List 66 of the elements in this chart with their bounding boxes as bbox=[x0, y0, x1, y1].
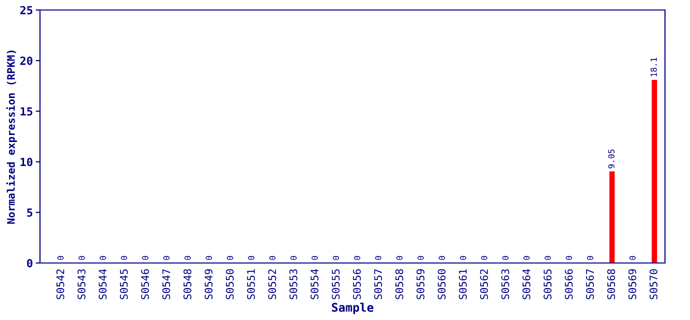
data-label: 0 bbox=[396, 256, 403, 260]
x-tick-label: S0560 bbox=[438, 269, 446, 300]
data-label: 0 bbox=[523, 256, 530, 260]
y-axis-title: Normalized expression (RPKM) bbox=[6, 50, 17, 224]
data-label: 9.05 bbox=[608, 149, 614, 168]
data-label: 0 bbox=[417, 256, 424, 260]
data-label: 0 bbox=[312, 256, 318, 260]
y-tick-label: 15 bbox=[20, 107, 32, 116]
x-tick-label: S0543 bbox=[78, 269, 86, 300]
data-label: 0 bbox=[566, 256, 572, 260]
data-label: 0 bbox=[120, 256, 128, 260]
x-tick-label: S0549 bbox=[204, 269, 213, 300]
x-tick-label: S0563 bbox=[501, 269, 510, 300]
data-label: 0 bbox=[375, 256, 382, 260]
x-tick-label: S0557 bbox=[374, 269, 382, 300]
data-label: 0 bbox=[586, 256, 594, 260]
x-tick-label: S0568 bbox=[607, 269, 616, 300]
x-tick-label: S0565 bbox=[544, 269, 552, 300]
x-tick-label: S0564 bbox=[522, 269, 530, 300]
x-tick-label: S0559 bbox=[416, 269, 424, 300]
x-tick-label: S0552 bbox=[268, 269, 276, 300]
data-label: 0 bbox=[269, 256, 276, 260]
x-tick-label: S0555 bbox=[332, 269, 340, 300]
x-tick-label: S0550 bbox=[226, 269, 234, 300]
x-tick-label: S0556 bbox=[352, 269, 361, 300]
x-tick-label: S0554 bbox=[310, 269, 318, 300]
x-tick-label: S0547 bbox=[162, 269, 170, 300]
data-label: 0 bbox=[354, 256, 360, 260]
x-tick-label: S0567 bbox=[586, 269, 594, 300]
x-tick-label: S0545 bbox=[120, 269, 128, 300]
data-label: 0 bbox=[248, 256, 254, 260]
data-label: 0 bbox=[544, 256, 551, 260]
x-axis-title: Sample bbox=[332, 302, 374, 314]
data-label: 0 bbox=[502, 256, 509, 260]
data-label: 0 bbox=[481, 256, 488, 260]
data-label: 0 bbox=[332, 256, 340, 260]
x-tick-label: S0570 bbox=[650, 269, 658, 300]
x-tick-label: S0558 bbox=[395, 269, 404, 300]
y-tick-label: 0 bbox=[27, 258, 32, 268]
x-tick-label: S0542 bbox=[56, 269, 64, 300]
x-tick-label: S0544 bbox=[98, 269, 107, 300]
data-label: 0 bbox=[184, 256, 191, 260]
y-tick-label: 25 bbox=[20, 6, 32, 14]
x-tick-label: S0561 bbox=[458, 269, 467, 300]
y-tick-label: 5 bbox=[27, 208, 32, 217]
x-tick-label: S0566 bbox=[564, 269, 573, 300]
x-tick-label: S0569 bbox=[628, 269, 636, 300]
x-tick-label: S0546 bbox=[141, 269, 149, 300]
x-tick-label: S0553 bbox=[289, 269, 298, 300]
data-label: 18.1 bbox=[650, 58, 657, 76]
y-tick-label: 10 bbox=[20, 158, 32, 166]
x-tick-label: S0562 bbox=[480, 269, 488, 300]
data-label: 0 bbox=[438, 256, 445, 260]
data-label: 0 bbox=[100, 256, 106, 260]
y-tick-label: 20 bbox=[20, 56, 32, 65]
data-label: 0 bbox=[226, 256, 234, 260]
data-label: 0 bbox=[57, 256, 64, 260]
x-tick-label: S0548 bbox=[183, 269, 192, 300]
data-label: 0 bbox=[629, 256, 636, 260]
x-tick-label: S0551 bbox=[247, 269, 255, 300]
data-label: 0 bbox=[290, 256, 297, 260]
data-label: 0 bbox=[460, 256, 466, 260]
data-label: 0 bbox=[206, 256, 212, 260]
data-label: 0 bbox=[163, 256, 170, 260]
data-label: 0 bbox=[78, 256, 85, 260]
data-label: 0 bbox=[142, 256, 148, 260]
